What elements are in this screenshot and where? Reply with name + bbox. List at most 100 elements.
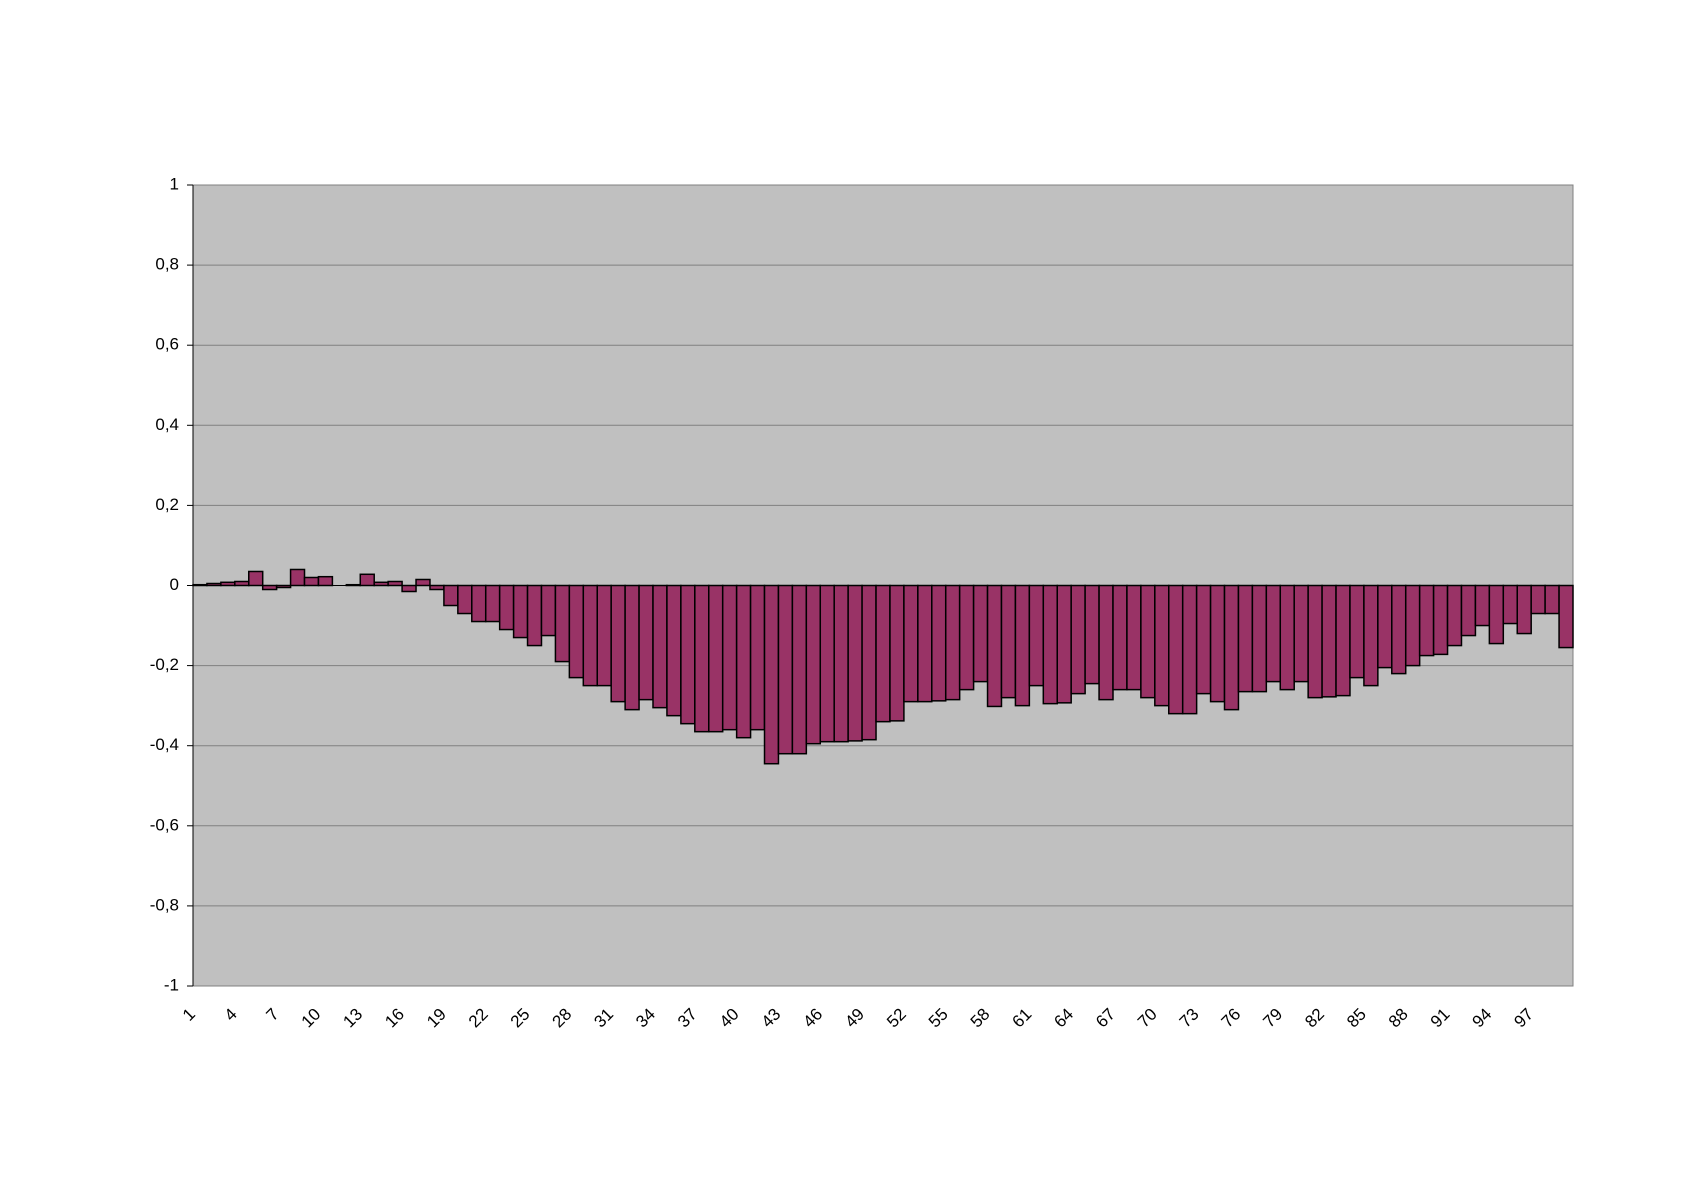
bar xyxy=(903,584,919,703)
bar xyxy=(1209,584,1226,703)
x-tick-label: 28 xyxy=(549,1005,576,1032)
bar xyxy=(1181,584,1198,715)
y-tick-label: -0,8 xyxy=(150,895,179,914)
bar xyxy=(1154,584,1170,707)
bar xyxy=(1418,584,1435,657)
bar xyxy=(1502,584,1518,625)
bar xyxy=(261,584,278,591)
bar xyxy=(1056,584,1072,704)
bar xyxy=(1349,584,1365,679)
bar xyxy=(763,584,780,765)
bar xyxy=(721,584,738,731)
x-tick-label: 55 xyxy=(925,1005,952,1032)
bar xyxy=(568,584,585,679)
bar xyxy=(931,584,947,702)
x-tick-label: 46 xyxy=(799,1005,826,1032)
bar xyxy=(972,584,989,683)
x-tick-label: 91 xyxy=(1427,1005,1454,1032)
bar xyxy=(1084,584,1100,685)
x-tick-label: 97 xyxy=(1510,1005,1537,1032)
x-tick-label: 10 xyxy=(298,1005,325,1032)
x-tick-label: 61 xyxy=(1009,1005,1036,1032)
bar xyxy=(457,584,473,615)
bar xyxy=(889,584,905,722)
x-tick-label: 13 xyxy=(339,1005,366,1032)
bar xyxy=(317,575,334,587)
y-tick-label: -1 xyxy=(164,975,179,994)
bar xyxy=(1028,584,1045,687)
bar xyxy=(694,584,710,733)
bar xyxy=(1251,584,1268,693)
bar xyxy=(512,584,529,639)
bar xyxy=(847,584,863,742)
bar xyxy=(1000,584,1017,699)
bar xyxy=(471,584,487,623)
bar xyxy=(1446,584,1463,647)
x-tick-label: 73 xyxy=(1176,1005,1203,1032)
x-tick-label: 82 xyxy=(1301,1005,1328,1032)
bar xyxy=(1321,584,1337,698)
y-tick-label: 0,4 xyxy=(155,415,179,434)
x-tick-label: 70 xyxy=(1134,1005,1161,1032)
bar xyxy=(1140,584,1156,699)
bar xyxy=(861,584,877,741)
bar xyxy=(1488,584,1505,645)
bar xyxy=(958,584,975,691)
bar xyxy=(1391,584,1407,675)
bar xyxy=(1404,584,1421,667)
x-tick-label: 85 xyxy=(1343,1005,1370,1032)
x-tick-label: 1 xyxy=(179,1005,199,1025)
bar xyxy=(1530,584,1546,615)
y-tick-label: 0,6 xyxy=(155,335,179,354)
bar xyxy=(833,584,849,743)
x-tick-label: 22 xyxy=(465,1005,492,1032)
bar xyxy=(1112,584,1128,691)
bar xyxy=(917,584,933,703)
bar xyxy=(484,584,501,623)
x-tick-label: 64 xyxy=(1050,1005,1077,1032)
bar xyxy=(540,584,557,637)
y-tick-label: 0,8 xyxy=(155,255,179,274)
bar xyxy=(1098,584,1114,701)
bar xyxy=(1558,584,1574,649)
bar xyxy=(1474,584,1491,627)
x-tick-label: 49 xyxy=(841,1005,868,1032)
x-tick-label: 25 xyxy=(507,1005,534,1032)
bar xyxy=(1195,584,1212,695)
bar xyxy=(429,584,445,591)
y-tick-label: 0 xyxy=(170,575,179,594)
x-tick-label: 16 xyxy=(381,1005,408,1032)
bar xyxy=(582,584,598,687)
bar xyxy=(777,584,794,755)
x-tick-label: 94 xyxy=(1469,1005,1496,1032)
x-tick-label: 37 xyxy=(674,1005,701,1032)
y-tick-label: -0,6 xyxy=(150,815,179,834)
bar xyxy=(805,584,822,745)
bar xyxy=(1265,584,1282,683)
bar xyxy=(526,584,543,647)
x-tick-label: 88 xyxy=(1385,1005,1412,1032)
x-tick-label: 31 xyxy=(590,1005,617,1032)
bar xyxy=(819,584,835,743)
bar xyxy=(1279,584,1295,691)
bar xyxy=(749,584,766,731)
bar xyxy=(708,584,724,733)
bar xyxy=(624,584,640,711)
bar xyxy=(1223,584,1240,711)
bar xyxy=(652,584,668,709)
bar xyxy=(359,573,375,587)
bar xyxy=(638,584,654,701)
x-tick-label: 7 xyxy=(263,1005,283,1025)
bar xyxy=(401,584,417,593)
x-tick-label: 34 xyxy=(632,1005,659,1032)
bar xyxy=(415,578,431,587)
bar xyxy=(1014,584,1031,707)
bar xyxy=(986,584,1003,708)
bar xyxy=(248,570,264,587)
bar xyxy=(735,584,752,739)
bar xyxy=(944,584,961,701)
x-tick-label: 19 xyxy=(423,1005,450,1032)
bar xyxy=(1237,584,1254,693)
